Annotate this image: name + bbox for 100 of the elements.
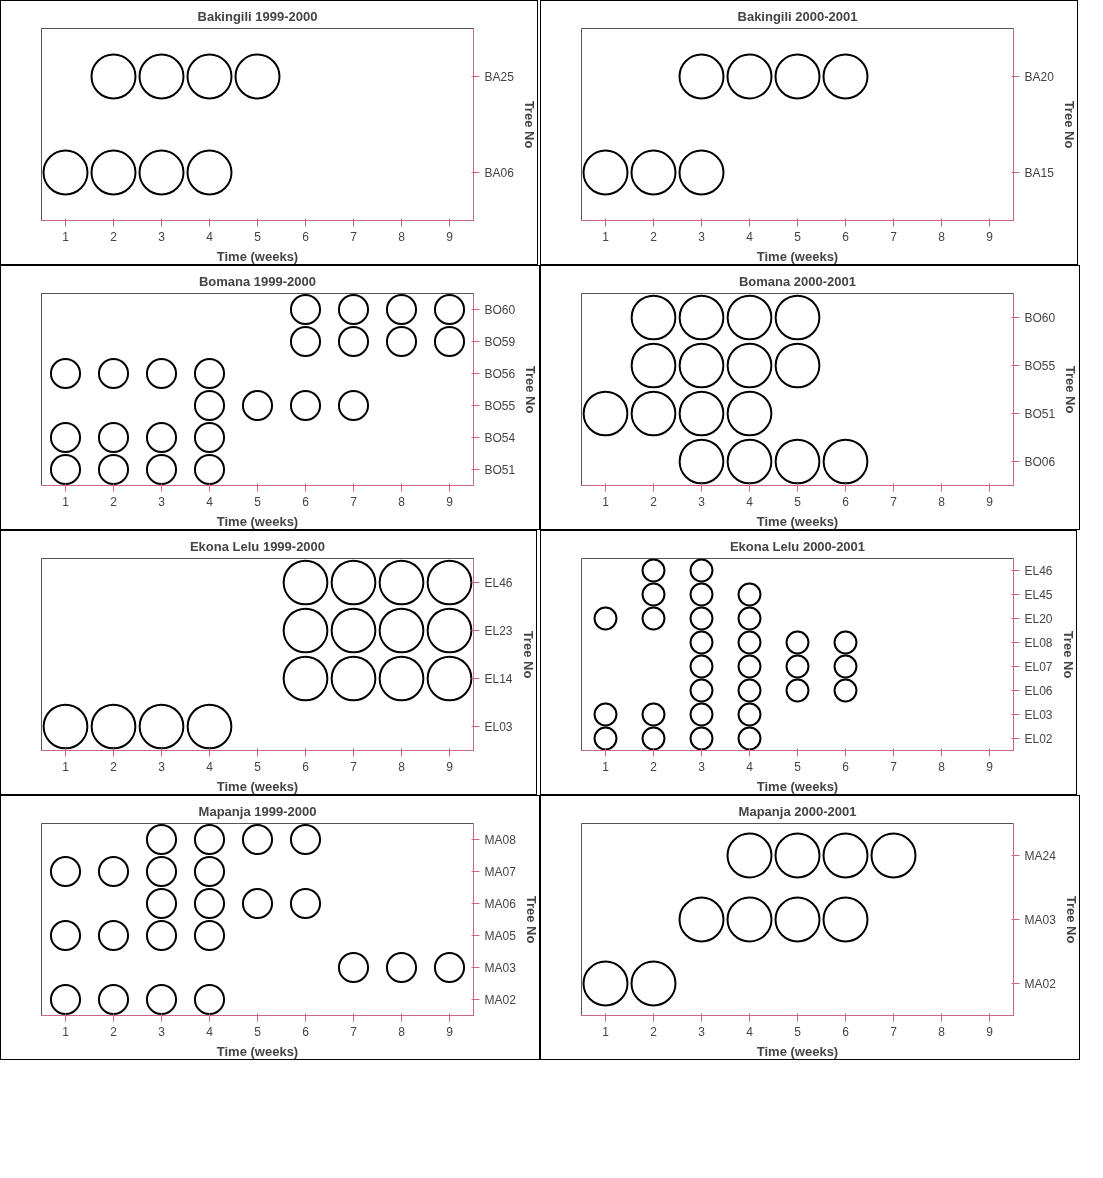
x-tick-label: 5 (794, 1024, 802, 1039)
x-axis-title: Time (weeks) (216, 1043, 299, 1059)
x-tick-label: 2 (110, 229, 118, 244)
x-tick-label: 3 (698, 494, 706, 509)
x-tick-label: 9 (986, 759, 994, 774)
x-tick-label: 1 (62, 494, 70, 509)
x-tick-label: 4 (206, 1024, 214, 1039)
x-tick-label: 4 (746, 494, 754, 509)
x-tick-label: 2 (650, 229, 658, 244)
x-tick-label: 8 (938, 494, 946, 509)
x-tick-label: 7 (890, 494, 898, 509)
chart-title: Mapanja 2000-2001 (738, 803, 857, 819)
y-tick-label: BO51 (484, 462, 516, 477)
y-tick-label: BO54 (484, 430, 516, 445)
x-axis-title: Time (weeks) (756, 248, 839, 264)
y-tick-label: EL03 (484, 719, 513, 734)
x-tick-label: 4 (206, 759, 214, 774)
x-tick-label: 5 (794, 494, 802, 509)
y-tick-label: MA07 (484, 864, 517, 879)
y-tick-label: EL06 (1024, 683, 1053, 698)
y-tick-label: BO51 (1024, 406, 1056, 421)
x-tick-label: 7 (890, 1024, 898, 1039)
y-tick-label: BA15 (1024, 165, 1055, 180)
x-tick-label: 7 (350, 759, 358, 774)
x-tick-label: 4 (746, 229, 754, 244)
x-tick-label: 2 (110, 1024, 118, 1039)
x-tick-label: 7 (350, 1024, 358, 1039)
x-axis-title: Time (weeks) (216, 248, 299, 264)
x-tick-label: 9 (986, 494, 994, 509)
x-tick-label: 6 (842, 229, 850, 244)
x-tick-label: 2 (110, 494, 118, 509)
y-tick-label: MA08 (484, 832, 517, 847)
x-tick-label: 8 (938, 229, 946, 244)
x-tick-label: 4 (206, 229, 214, 244)
x-tick-label: 1 (602, 759, 610, 774)
y-tick-label: BO59 (484, 334, 516, 349)
x-tick-label: 3 (158, 759, 166, 774)
y-tick-label: EL45 (1024, 587, 1053, 602)
x-tick-label: 3 (698, 1024, 706, 1039)
y-axis-title: Tree No (1063, 365, 1079, 414)
y-axis-title: Tree No (521, 100, 537, 149)
x-tick-label: 9 (986, 229, 994, 244)
y-tick-label: MA05 (484, 928, 517, 943)
chart-title: Bomana 2000-2001 (738, 273, 857, 289)
y-axis-title: Tree No (1060, 630, 1076, 679)
y-tick-label: EL46 (1024, 563, 1053, 578)
y-axis-title: Tree No (1063, 895, 1079, 944)
x-tick-label: 5 (254, 494, 262, 509)
y-tick-label: MA03 (1024, 912, 1057, 927)
x-axis-title: Time (weeks) (756, 1043, 839, 1059)
x-tick-label: 6 (842, 494, 850, 509)
x-tick-label: 2 (650, 1024, 658, 1039)
y-axis-title: Tree No (523, 895, 539, 944)
x-tick-label: 9 (446, 229, 454, 244)
x-tick-label: 5 (794, 759, 802, 774)
x-tick-label: 6 (302, 759, 310, 774)
y-tick-label: EL46 (484, 575, 513, 590)
y-tick-label: EL08 (1024, 635, 1053, 650)
x-tick-label: 7 (890, 229, 898, 244)
x-tick-label: 1 (62, 759, 70, 774)
x-tick-label: 1 (602, 1024, 610, 1039)
x-axis-title: Time (weeks) (216, 778, 299, 794)
y-tick-label: BA20 (1024, 69, 1055, 84)
x-axis-title: Time (weeks) (756, 778, 839, 794)
y-tick-label: EL20 (1024, 611, 1053, 626)
y-axis-title: Tree No (520, 630, 536, 679)
y-tick-label: BO55 (484, 398, 516, 413)
y-axis-title: Tree No (1061, 100, 1077, 149)
x-tick-label: 3 (158, 494, 166, 509)
x-tick-label: 7 (890, 759, 898, 774)
y-tick-label: BA06 (484, 165, 515, 180)
x-tick-label: 1 (62, 1024, 70, 1039)
y-tick-label: EL03 (1024, 707, 1053, 722)
chart-title: Ekona Lelu 2000-2001 (729, 538, 866, 554)
x-tick-label: 7 (350, 229, 358, 244)
x-tick-label: 4 (746, 1024, 754, 1039)
x-tick-label: 8 (398, 494, 406, 509)
x-tick-label: 9 (446, 1024, 454, 1039)
x-tick-label: 5 (254, 759, 262, 774)
y-tick-label: BO55 (1024, 358, 1056, 373)
x-tick-label: 1 (602, 494, 610, 509)
x-tick-label: 6 (302, 229, 310, 244)
y-tick-label: MA24 (1024, 848, 1057, 863)
x-tick-label: 2 (650, 494, 658, 509)
x-tick-label: 5 (254, 1024, 262, 1039)
x-tick-label: 5 (794, 229, 802, 244)
x-tick-label: 6 (302, 1024, 310, 1039)
x-tick-label: 2 (110, 759, 118, 774)
y-tick-label: BA25 (484, 69, 515, 84)
x-tick-label: 3 (698, 229, 706, 244)
x-axis-title: Time (weeks) (756, 513, 839, 529)
y-tick-label: EL14 (484, 671, 513, 686)
y-tick-label: MA02 (1024, 976, 1057, 991)
y-tick-label: BO06 (1024, 454, 1056, 469)
x-tick-label: 3 (158, 1024, 166, 1039)
y-tick-label: BO60 (484, 302, 516, 317)
x-tick-label: 8 (398, 1024, 406, 1039)
x-axis-title: Time (weeks) (216, 513, 299, 529)
y-tick-label: BO56 (484, 366, 516, 381)
chart-title: Bomana 1999-2000 (198, 273, 317, 289)
